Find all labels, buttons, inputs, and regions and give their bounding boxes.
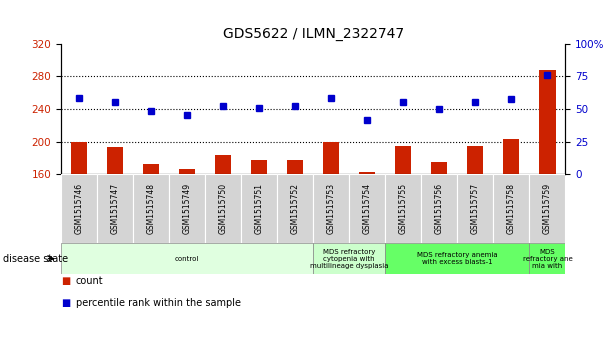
Bar bbox=[143, 164, 159, 174]
Text: GSM1515750: GSM1515750 bbox=[218, 183, 227, 234]
Text: MDS
refractory ane
mia with: MDS refractory ane mia with bbox=[522, 249, 572, 269]
Text: GSM1515748: GSM1515748 bbox=[147, 183, 156, 234]
Bar bbox=[251, 160, 267, 174]
Bar bbox=[61, 174, 97, 243]
Text: disease state: disease state bbox=[3, 254, 68, 264]
Bar bbox=[215, 155, 231, 174]
Bar bbox=[530, 174, 565, 243]
Bar bbox=[359, 172, 375, 174]
Text: control: control bbox=[174, 256, 199, 262]
Text: GSM1515747: GSM1515747 bbox=[111, 183, 119, 234]
Bar bbox=[385, 174, 421, 243]
Bar bbox=[133, 174, 169, 243]
Bar bbox=[467, 146, 483, 174]
Bar bbox=[503, 139, 519, 174]
Bar bbox=[530, 243, 565, 274]
Bar bbox=[277, 174, 313, 243]
Bar bbox=[313, 243, 385, 274]
Text: percentile rank within the sample: percentile rank within the sample bbox=[76, 298, 241, 308]
Title: GDS5622 / ILMN_2322747: GDS5622 / ILMN_2322747 bbox=[223, 27, 404, 41]
Text: GSM1515746: GSM1515746 bbox=[74, 183, 83, 234]
Bar bbox=[205, 174, 241, 243]
Text: GSM1515753: GSM1515753 bbox=[326, 183, 336, 234]
Bar bbox=[323, 142, 339, 174]
Text: GSM1515756: GSM1515756 bbox=[435, 183, 444, 234]
Text: count: count bbox=[76, 276, 103, 286]
Text: MDS refractory anemia
with excess blasts-1: MDS refractory anemia with excess blasts… bbox=[417, 252, 497, 265]
Bar bbox=[431, 162, 447, 174]
Bar bbox=[179, 168, 195, 174]
Bar bbox=[395, 146, 412, 174]
Text: GSM1515759: GSM1515759 bbox=[543, 183, 552, 234]
Text: GSM1515755: GSM1515755 bbox=[399, 183, 408, 234]
Bar bbox=[287, 160, 303, 174]
Bar bbox=[107, 147, 123, 174]
Bar bbox=[61, 243, 313, 274]
Bar bbox=[349, 174, 385, 243]
Bar bbox=[313, 174, 349, 243]
Text: ■: ■ bbox=[61, 276, 70, 286]
Bar bbox=[493, 174, 530, 243]
Text: GSM1515754: GSM1515754 bbox=[363, 183, 371, 234]
Text: GSM1515758: GSM1515758 bbox=[507, 183, 516, 234]
Text: ■: ■ bbox=[61, 298, 70, 308]
Bar bbox=[71, 142, 87, 174]
Bar bbox=[421, 174, 457, 243]
Bar bbox=[169, 174, 205, 243]
Text: GSM1515752: GSM1515752 bbox=[291, 183, 300, 234]
Text: GSM1515751: GSM1515751 bbox=[255, 183, 263, 234]
Bar bbox=[97, 174, 133, 243]
Bar bbox=[241, 174, 277, 243]
Text: GSM1515749: GSM1515749 bbox=[182, 183, 192, 234]
Bar bbox=[539, 70, 556, 174]
Bar bbox=[385, 243, 530, 274]
Text: GSM1515757: GSM1515757 bbox=[471, 183, 480, 234]
Bar bbox=[457, 174, 493, 243]
Text: MDS refractory
cytopenia with
multilineage dysplasia: MDS refractory cytopenia with multilinea… bbox=[310, 249, 389, 269]
